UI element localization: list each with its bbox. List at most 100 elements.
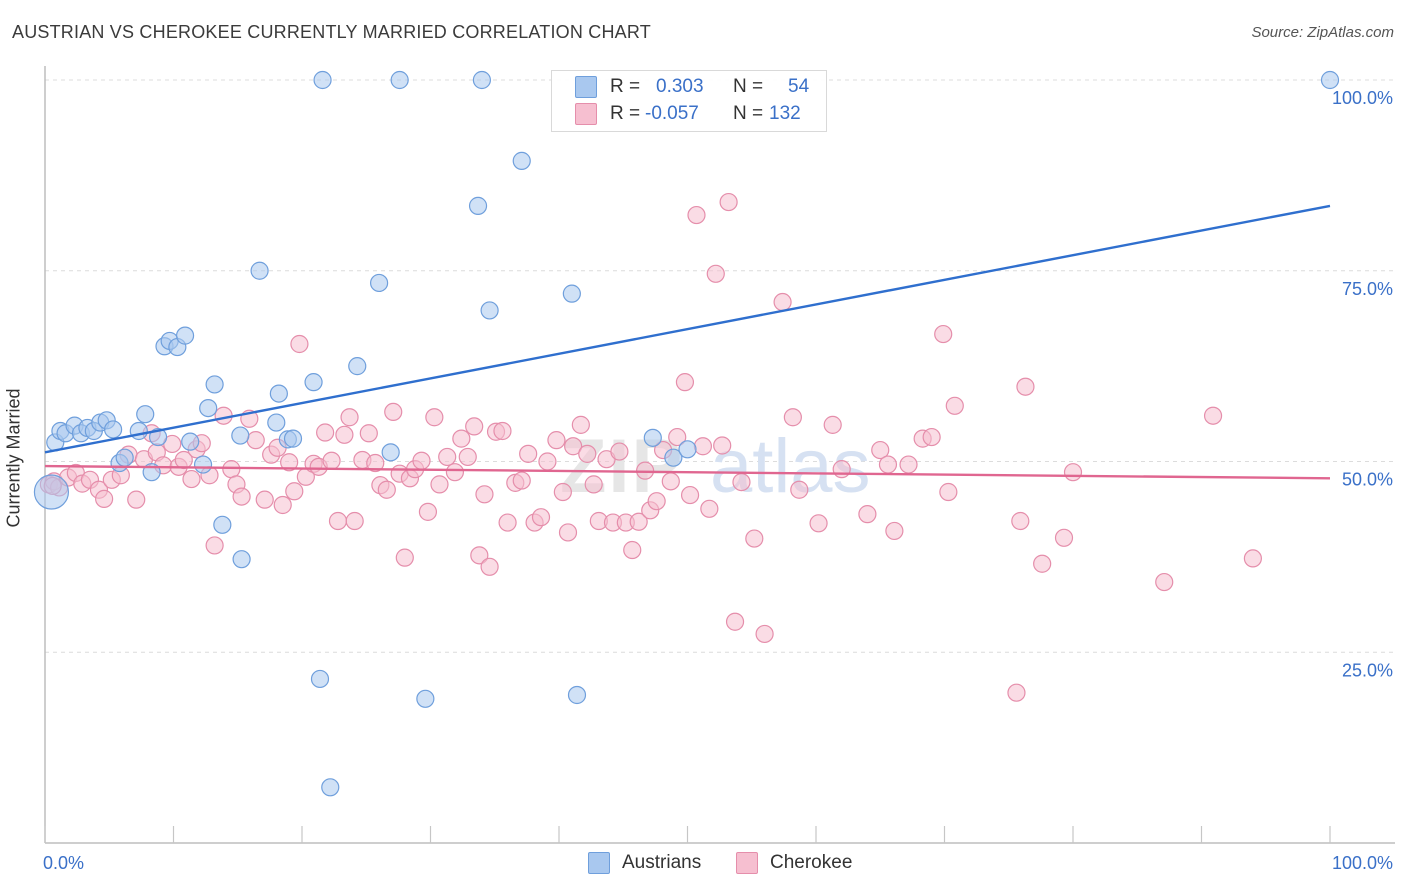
legend-item-austrians: Austrians: [588, 852, 701, 874]
correlation-legend: R = 0.303 N = 54 R = -0.057 N = 132: [551, 70, 827, 132]
austrians-swatch: [588, 852, 610, 874]
cherokee-point: [470, 546, 489, 565]
cherokee-point: [668, 427, 687, 447]
y-tick-label: 25.0%: [1342, 660, 1393, 680]
cherokee-point: [725, 612, 745, 631]
cherokee-point: [547, 431, 566, 450]
legend-row-cherokee: R = -0.057 N = 132: [575, 102, 818, 126]
cherokee-point: [246, 431, 265, 450]
cherokee-point: [732, 473, 751, 492]
cherokee-point: [934, 324, 953, 344]
austrians-point: [416, 689, 435, 708]
legend-n-value: 54: [788, 76, 810, 97]
cherokee-point: [899, 455, 918, 474]
cherokee-point: [885, 521, 904, 541]
austrians-point: [310, 669, 330, 689]
cherokee-point: [445, 463, 465, 482]
cherokee-point: [1155, 572, 1174, 592]
cherokee-point: [1011, 511, 1030, 531]
austrians-point: [129, 421, 148, 441]
cherokee-point: [1054, 528, 1074, 547]
trend-lines: [44, 204, 1331, 480]
cherokee-point: [1063, 463, 1083, 482]
cherokee-point: [285, 482, 304, 501]
cherokee-point: [412, 451, 431, 470]
cherokee-point: [719, 192, 738, 212]
cherokee-points: [39, 192, 1263, 702]
cherokee-swatch: [575, 103, 597, 125]
cherokee-point: [345, 511, 364, 531]
cherokee-point: [182, 469, 201, 489]
cherokee-point: [127, 490, 146, 509]
x-tick-label: 100.0%: [1332, 853, 1393, 873]
tick-labels: 25.0% 50.0% 75.0% 100.0% 0.0% 100.0%: [43, 88, 1393, 873]
cherokee-point: [316, 423, 335, 442]
cherokee-point: [553, 482, 572, 502]
austrians-point: [33, 474, 70, 510]
cherokee-point: [773, 292, 792, 312]
cherokee-point: [1007, 683, 1026, 702]
cherokee-point: [328, 511, 348, 531]
austrians-point: [370, 273, 389, 293]
legend-row-austrians: R = 0.303 N = 54: [575, 75, 818, 99]
cherokee-point: [452, 429, 471, 448]
cherokee-point: [755, 624, 774, 644]
cherokee-point: [823, 415, 842, 434]
axes: [44, 66, 1395, 844]
austrians-point: [115, 448, 134, 467]
cherokee-point: [340, 408, 359, 427]
cherokee-point: [322, 451, 341, 470]
cherokee-point: [222, 460, 241, 479]
austrians-point: [283, 429, 303, 448]
cherokee-point: [700, 499, 719, 518]
cherokee-point: [280, 453, 299, 472]
chart-source: Source: ZipAtlas.com: [1251, 24, 1394, 41]
cherokee-point: [538, 452, 557, 471]
austrians-point: [205, 375, 224, 394]
x-tick-label: 0.0%: [43, 853, 84, 873]
austrians-point: [313, 70, 332, 90]
legend-r-label: R =: [610, 76, 641, 97]
cherokee-point: [232, 487, 251, 506]
legend-n-label: N =: [733, 76, 764, 97]
legend-n-label: N =: [733, 103, 764, 124]
cherokee-point: [1016, 377, 1035, 396]
legend-n-value: 132: [769, 103, 801, 124]
cherokee-point: [693, 437, 713, 456]
y-tick-label: 100.0%: [1332, 88, 1393, 108]
cherokee-point: [425, 408, 444, 427]
cherokee-point: [832, 460, 851, 479]
cherokee-point: [1203, 406, 1223, 425]
cherokee-point: [384, 402, 403, 422]
austrians-point: [472, 70, 491, 90]
cherokee-point: [512, 471, 531, 490]
cherokee-point: [205, 536, 224, 555]
cherokee-point: [558, 523, 578, 542]
cherokee-point: [858, 505, 877, 524]
cherokee-point: [713, 436, 732, 455]
legend-label-austrians: Austrians: [622, 852, 702, 873]
watermark-zip: ZIP: [560, 424, 684, 509]
austrians-point: [193, 455, 213, 474]
legend-r-value: -0.057: [645, 103, 699, 124]
austrians-point: [269, 384, 288, 403]
cherokee-point: [945, 396, 964, 415]
cherokee-point: [531, 508, 551, 527]
austrians-point: [250, 261, 269, 280]
cherokee-point: [629, 512, 648, 531]
cherokee-point: [1033, 554, 1052, 573]
cherokee-point: [745, 529, 764, 548]
austrians-point: [136, 405, 155, 424]
austrians-point: [348, 357, 367, 376]
cherokee-point: [366, 453, 385, 473]
austrians-point: [567, 685, 587, 705]
austrians-point: [175, 326, 195, 345]
chart-title: AUSTRIAN VS CHEROKEE CURRENTLY MARRIED C…: [12, 22, 651, 42]
cherokee-point: [680, 485, 700, 505]
series-legend: Austrians Cherokee: [0, 852, 1406, 876]
austrians-point: [232, 550, 251, 569]
austrians-point: [562, 284, 581, 303]
cherokee-point: [922, 427, 941, 447]
cherokee-point: [475, 485, 494, 504]
cherokee-point: [519, 444, 538, 463]
